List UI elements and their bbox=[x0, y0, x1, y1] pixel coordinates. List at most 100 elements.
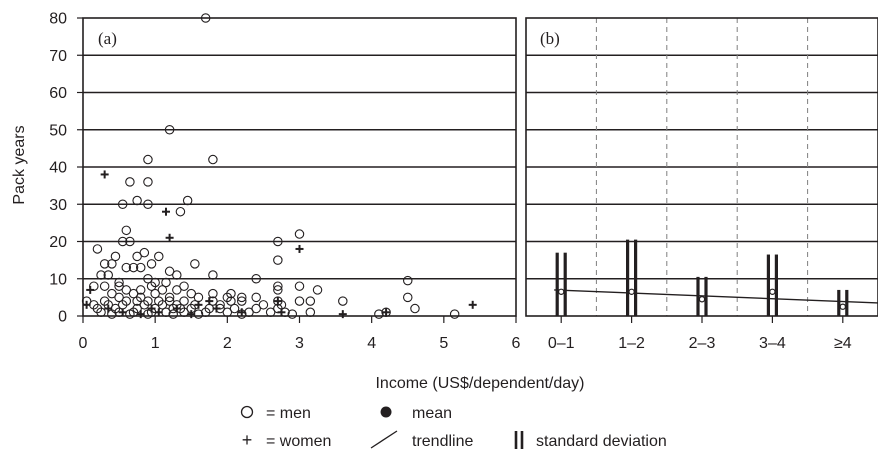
men-point bbox=[103, 270, 114, 280]
legend-men-label: = men bbox=[266, 405, 311, 422]
panel-b-category-label: ≥4 bbox=[834, 335, 852, 352]
men-point bbox=[179, 281, 189, 291]
panel-b-marks bbox=[554, 239, 878, 316]
men-point bbox=[121, 225, 132, 236]
panel-a-points bbox=[81, 13, 477, 319]
men-point bbox=[172, 285, 182, 295]
men-point bbox=[208, 288, 218, 299]
men-point bbox=[128, 288, 139, 299]
men-point bbox=[186, 288, 197, 299]
men-point bbox=[258, 300, 269, 310]
men-point bbox=[150, 288, 160, 299]
men-point bbox=[273, 255, 283, 265]
panel-a-y-tick-label: 20 bbox=[49, 234, 67, 251]
panel-a-y-tick-label: 10 bbox=[49, 271, 67, 288]
panel-a-y-tick-label: 50 bbox=[49, 122, 67, 139]
men-point bbox=[402, 275, 413, 286]
men-point bbox=[157, 285, 168, 295]
men-point bbox=[305, 296, 316, 306]
panel-a-y-tick-label: 70 bbox=[49, 48, 67, 65]
men-point bbox=[164, 125, 175, 135]
panel-a-x-tick-label: 1 bbox=[151, 335, 160, 352]
men-point bbox=[229, 303, 240, 314]
legend-men-marker bbox=[240, 405, 254, 419]
men-point bbox=[92, 244, 103, 254]
men-point bbox=[251, 273, 261, 284]
men-point bbox=[164, 266, 175, 277]
men-point bbox=[273, 281, 283, 291]
women-point bbox=[100, 170, 109, 179]
panel-b-gridlines bbox=[526, 18, 878, 316]
men-point bbox=[294, 281, 305, 291]
men-point bbox=[110, 251, 121, 262]
women-point bbox=[82, 300, 91, 309]
women-point bbox=[237, 308, 246, 317]
panel-a-x-tick-label: 4 bbox=[367, 335, 376, 352]
men-point bbox=[139, 247, 150, 258]
men-point bbox=[135, 285, 146, 295]
women-point bbox=[161, 207, 170, 216]
panel-a-x-tick-label: 6 bbox=[512, 335, 521, 352]
men-point bbox=[132, 195, 142, 206]
women-point bbox=[212, 304, 221, 313]
women-point bbox=[277, 308, 286, 317]
men-point bbox=[99, 281, 110, 291]
men-point bbox=[287, 309, 298, 319]
men-point bbox=[143, 154, 153, 165]
men-point bbox=[208, 154, 218, 165]
men-point bbox=[208, 270, 218, 280]
men-point bbox=[237, 296, 247, 306]
panel-a-label: (a) bbox=[98, 29, 117, 48]
men-point bbox=[143, 273, 153, 284]
men-point bbox=[294, 296, 305, 306]
men-point bbox=[374, 309, 384, 319]
legend-women-marker: + bbox=[242, 430, 253, 450]
panel-b-means: 0–1 1–2 2–3 3–4 ≥4 (b) bbox=[525, 17, 878, 352]
men-point bbox=[237, 292, 247, 303]
legend-mean-marker bbox=[380, 406, 392, 418]
men-point bbox=[164, 296, 175, 306]
men-point bbox=[125, 177, 135, 187]
legend-women-label: = women bbox=[266, 433, 331, 450]
panel-a-frame bbox=[82, 17, 517, 317]
men-point bbox=[164, 292, 175, 303]
men-point bbox=[114, 292, 124, 303]
men-point bbox=[172, 270, 182, 280]
women-point bbox=[118, 308, 127, 317]
men-point bbox=[251, 292, 261, 303]
legend-trendline-label: trendline bbox=[412, 433, 473, 450]
y-axis-label: Pack years bbox=[11, 125, 28, 204]
panel-b-category-label: 0–1 bbox=[548, 335, 575, 352]
women-point bbox=[165, 233, 174, 242]
panel-a-x-tick-label: 0 bbox=[79, 335, 88, 352]
panel-b-frame bbox=[525, 17, 878, 317]
panel-b-category-labels: 0–1 1–2 2–3 3–4 ≥4 bbox=[548, 316, 852, 352]
mean-point bbox=[628, 288, 635, 295]
women-point bbox=[468, 300, 477, 309]
panel-a-x-tick-labels: 0 1 2 3 4 5 6 bbox=[79, 316, 521, 352]
women-point bbox=[172, 304, 181, 313]
men-point bbox=[179, 296, 189, 306]
men-point bbox=[135, 262, 146, 273]
panel-a-y-tick-labels: 0 10 20 30 40 50 60 70 80 bbox=[49, 11, 67, 326]
women-point bbox=[194, 300, 203, 309]
women-point bbox=[136, 310, 145, 319]
men-point bbox=[114, 277, 124, 288]
x-axis-label: Income (US$/dependent/day) bbox=[375, 375, 584, 392]
men-point bbox=[132, 296, 142, 306]
men-point bbox=[182, 195, 193, 206]
men-point bbox=[121, 262, 132, 273]
women-point bbox=[338, 310, 347, 319]
men-point bbox=[146, 281, 157, 291]
panel-a-x-tick-label: 5 bbox=[439, 335, 448, 352]
men-point bbox=[273, 236, 283, 247]
men-point bbox=[226, 296, 236, 306]
men-point bbox=[114, 281, 124, 291]
women-point bbox=[187, 310, 196, 319]
men-point bbox=[175, 206, 186, 217]
panel-a-x-tick-label: 3 bbox=[295, 335, 304, 352]
panel-a-x-tick-label: 2 bbox=[223, 335, 232, 352]
panel-a-y-tick-label: 0 bbox=[58, 309, 67, 326]
women-point bbox=[295, 244, 304, 253]
mean-point bbox=[839, 303, 847, 310]
